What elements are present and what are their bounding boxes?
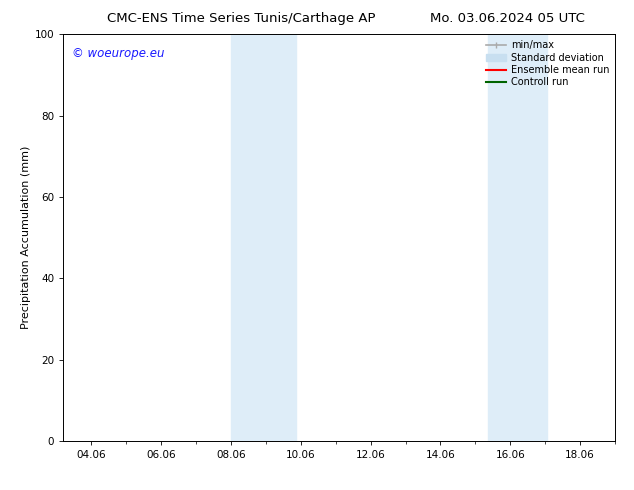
Text: © woeurope.eu: © woeurope.eu [72,47,164,59]
Y-axis label: Precipitation Accumulation (mm): Precipitation Accumulation (mm) [20,146,30,329]
Text: Mo. 03.06.2024 05 UTC: Mo. 03.06.2024 05 UTC [430,12,585,25]
Bar [488,34,547,441]
Text: CMC-ENS Time Series Tunis/Carthage AP: CMC-ENS Time Series Tunis/Carthage AP [107,12,375,25]
Legend: min/max, Standard deviation, Ensemble mean run, Controll run: min/max, Standard deviation, Ensemble me… [482,36,613,91]
Bar [231,34,295,441]
